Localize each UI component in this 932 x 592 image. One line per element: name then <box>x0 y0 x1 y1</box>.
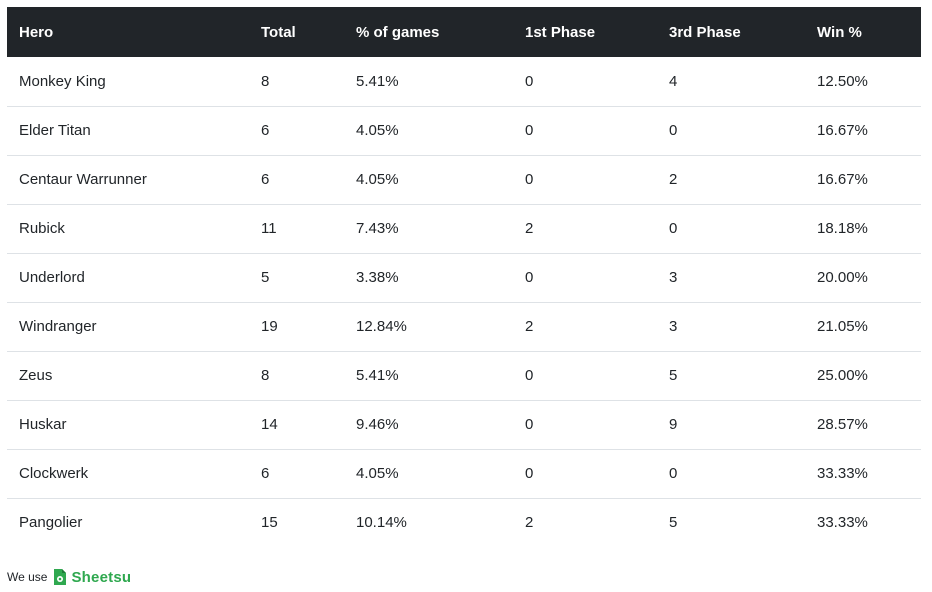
cell-total: 19 <box>261 318 278 335</box>
cell-hero: Rubick <box>19 220 65 237</box>
cell-hero: Pangolier <box>19 514 83 532</box>
cell-3rd-phase: 2 <box>669 171 678 188</box>
cell-1st-phase: 0 <box>525 465 534 482</box>
cell-total: 15 <box>261 514 278 532</box>
header-hero: Hero <box>19 23 54 41</box>
cell-percent-of-games: 9.46% <box>356 416 399 433</box>
cell-total: 8 <box>261 72 270 90</box>
cell-total: 14 <box>261 416 278 433</box>
cell-1st-phase: 2 <box>525 220 534 237</box>
cell-total: 8 <box>261 367 270 384</box>
table-row: Centaur Warrunner 6 4.05% 0 2 16.67% <box>7 155 921 204</box>
table-row: Clockwerk 6 4.05% 0 0 33.33% <box>7 449 921 498</box>
cell-total: 5 <box>261 269 270 286</box>
cell-win-percent: 33.33% <box>817 465 868 482</box>
cell-1st-phase: 0 <box>525 171 534 188</box>
cell-hero: Monkey King <box>19 72 106 90</box>
table-row: Monkey King 8 5.41% 0 4 12.50% <box>7 57 921 106</box>
cell-percent-of-games: 3.38% <box>356 269 399 286</box>
hero-stats-table-container: Hero Total % of games 1st Phase 3rd Phas… <box>7 7 921 547</box>
cell-percent-of-games: 4.05% <box>356 122 399 139</box>
header-3rd-phase: 3rd Phase <box>669 23 741 41</box>
footer-attribution: We use Sheetsu <box>7 566 131 588</box>
cell-hero: Huskar <box>19 416 67 433</box>
cell-win-percent: 21.05% <box>817 318 868 335</box>
cell-1st-phase: 0 <box>525 269 534 286</box>
table-row: Zeus 8 5.41% 0 5 25.00% <box>7 351 921 400</box>
cell-3rd-phase: 4 <box>669 72 678 90</box>
cell-percent-of-games: 4.05% <box>356 171 399 188</box>
cell-percent-of-games: 7.43% <box>356 220 399 237</box>
cell-win-percent: 16.67% <box>817 122 868 139</box>
cell-win-percent: 33.33% <box>817 514 868 532</box>
cell-percent-of-games: 12.84% <box>356 318 407 335</box>
cell-1st-phase: 0 <box>525 72 534 90</box>
cell-1st-phase: 2 <box>525 318 534 335</box>
sheetsu-link[interactable]: Sheetsu <box>53 568 131 586</box>
cell-hero: Clockwerk <box>19 465 89 482</box>
cell-win-percent: 12.50% <box>817 72 868 90</box>
header-win-percent: Win % <box>817 23 862 41</box>
cell-win-percent: 16.67% <box>817 171 868 188</box>
cell-1st-phase: 0 <box>525 416 534 433</box>
cell-total: 6 <box>261 122 270 139</box>
cell-1st-phase: 0 <box>525 122 534 139</box>
cell-percent-of-games: 10.14% <box>356 514 407 532</box>
table-row: Windranger 19 12.84% 2 3 21.05% <box>7 302 921 351</box>
cell-win-percent: 18.18% <box>817 220 868 237</box>
cell-3rd-phase: 5 <box>669 514 678 532</box>
table-row: Elder Titan 6 4.05% 0 0 16.67% <box>7 106 921 155</box>
cell-1st-phase: 0 <box>525 367 534 384</box>
cell-3rd-phase: 3 <box>669 318 678 335</box>
cell-3rd-phase: 3 <box>669 269 678 286</box>
we-use-text: We use <box>7 570 48 584</box>
cell-percent-of-games: 5.41% <box>356 367 399 384</box>
cell-percent-of-games: 5.41% <box>356 72 399 90</box>
cell-hero: Windranger <box>19 318 97 335</box>
cell-hero: Centaur Warrunner <box>19 171 147 188</box>
cell-3rd-phase: 0 <box>669 465 678 482</box>
header-percent-of-games: % of games <box>356 23 440 41</box>
table-body: Monkey King 8 5.41% 0 4 12.50% Elder Tit… <box>7 57 921 547</box>
cell-hero: Elder Titan <box>19 122 91 139</box>
header-1st-phase: 1st Phase <box>525 23 596 41</box>
table-header-row: Hero Total % of games 1st Phase 3rd Phas… <box>7 7 921 57</box>
table-row: Pangolier 15 10.14% 2 5 33.33% <box>7 498 921 547</box>
cell-total: 6 <box>261 465 270 482</box>
table-row: Huskar 14 9.46% 0 9 28.57% <box>7 400 921 449</box>
cell-3rd-phase: 9 <box>669 416 678 433</box>
sheetsu-logo-icon <box>53 568 67 586</box>
cell-hero: Underlord <box>19 269 85 286</box>
cell-win-percent: 25.00% <box>817 367 868 384</box>
hero-stats-table: Hero Total % of games 1st Phase 3rd Phas… <box>7 7 921 547</box>
cell-total: 6 <box>261 171 270 188</box>
header-total: Total <box>261 23 296 41</box>
cell-hero: Zeus <box>19 367 53 384</box>
cell-3rd-phase: 0 <box>669 220 678 237</box>
cell-win-percent: 20.00% <box>817 269 868 286</box>
table-row: Underlord 5 3.38% 0 3 20.00% <box>7 253 921 302</box>
table-row: Rubick 11 7.43% 2 0 18.18% <box>7 204 921 253</box>
cell-percent-of-games: 4.05% <box>356 465 399 482</box>
cell-3rd-phase: 0 <box>669 122 678 139</box>
cell-1st-phase: 2 <box>525 514 534 532</box>
cell-win-percent: 28.57% <box>817 416 868 433</box>
cell-total: 11 <box>261 220 277 237</box>
cell-3rd-phase: 5 <box>669 367 678 384</box>
sheetsu-brand-name: Sheetsu <box>71 568 132 586</box>
